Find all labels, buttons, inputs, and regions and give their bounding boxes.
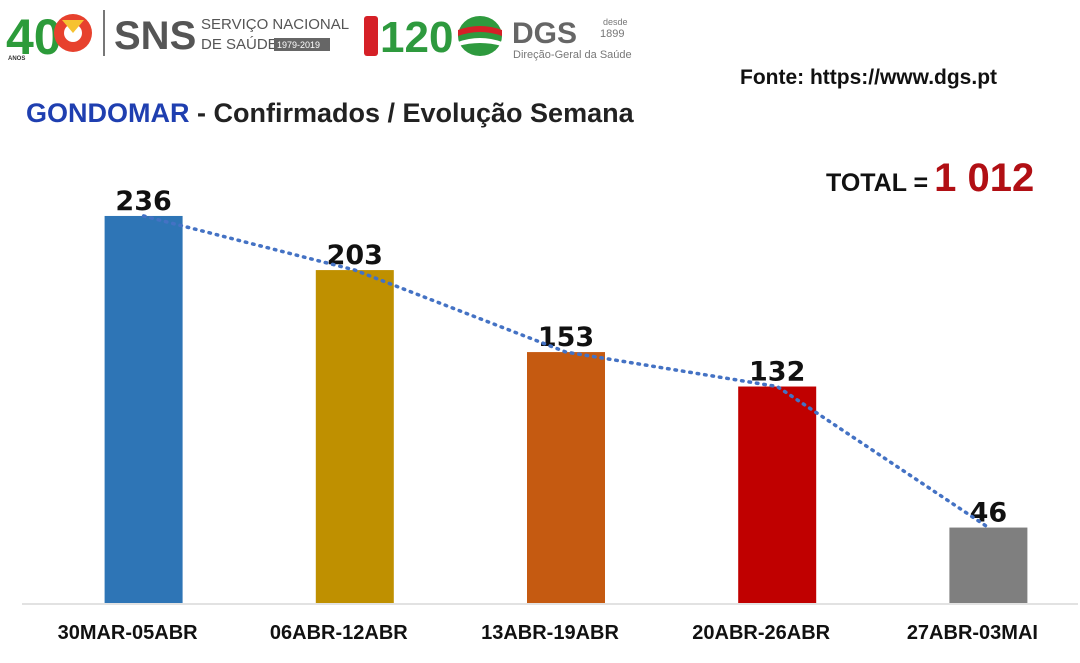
sns-anniversary-number: 40 [6,9,62,65]
x-tick-label-3: 13ABR-19ABR [481,622,619,644]
sns-40-logo: 40 ANOS [6,9,92,65]
data-label-2: 203 [327,240,383,271]
dgs-anniversary-number: 120 [380,13,453,62]
bar-2 [315,270,394,603]
data-label-3: 153 [538,322,594,353]
data-label-1: 236 [115,186,171,217]
dgs-full-name: Direção-Geral da Saúde [513,49,632,61]
chart-title: GONDOMAR - Confirmados / Evolução Semana [26,98,634,129]
sns-full-line1: SERVIÇO NACIONAL [201,16,349,33]
trend-line [141,214,991,530]
bar-3 [527,352,605,603]
sns-anniversary-unit: ANOS [8,56,25,62]
dgs-120-logo: anos 120 [364,13,453,62]
sns-full-line2: DE SAÚDE [201,36,278,53]
x-tick-label-1: 30MAR-05ABR [58,622,199,644]
logo-strip: 40 ANOS SNS SERVIÇO NACIONAL DE SAÚDE 19… [6,9,632,65]
sns-name: SNS [114,14,196,58]
dgs-anniversary-unit: anos [379,24,386,40]
data-label-5: 46 [970,498,1008,529]
x-tick-label-5: 27ABR-03MAI [907,622,1038,644]
bar-4 [738,386,817,603]
dgs-since-word: desde [603,17,628,27]
header-logos: 40 ANOS SNS SERVIÇO NACIONAL DE SAÚDE 19… [0,0,640,68]
total-box: TOTAL = 1 012 [826,156,1034,201]
x-tick-label-2: 06ABR-12ABR [270,622,408,644]
sns-years: 1979-2019 [277,40,320,50]
x-tick-label-4: 20ABR-26ABR [692,622,830,644]
chart-title-place: GONDOMAR [26,98,190,128]
total-value: 1 012 [934,156,1035,200]
dgs-since-year: 1899 [600,28,624,40]
bar-5 [949,527,1028,603]
total-label: TOTAL = [826,169,929,197]
dgs-emblem-icon [458,16,502,56]
sns-logo: SNS SERVIÇO NACIONAL DE SAÚDE 1979-2019 [114,14,349,58]
chart-title-rest: - Confirmados / Evolução Semana [189,98,634,128]
dgs-name: DGS [512,17,577,50]
bar-1 [104,215,183,603]
logo-divider [103,10,105,56]
data-source: Fonte: https://www.dgs.pt [740,66,998,89]
dgs-logo: DGS desde 1899 Direção-Geral da Saúde [458,16,632,61]
